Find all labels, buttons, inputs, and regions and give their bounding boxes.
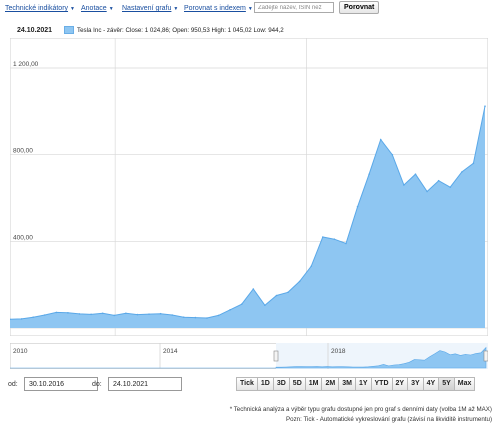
data-point bbox=[264, 304, 266, 307]
data-point bbox=[171, 314, 173, 316]
data-point bbox=[414, 173, 417, 175]
navigator-area bbox=[10, 346, 487, 369]
data-point bbox=[194, 316, 197, 319]
navigator-year-label: 2010 bbox=[13, 348, 28, 355]
data-point bbox=[333, 238, 336, 240]
y-tick-label: 800,00 bbox=[13, 148, 33, 155]
price-area bbox=[10, 106, 485, 328]
data-point bbox=[322, 236, 324, 238]
data-point bbox=[240, 303, 243, 305]
chevron-down-icon: ▼ bbox=[247, 6, 253, 12]
footnote-tick: Pozn: Tick - Automatické vykreslování gr… bbox=[286, 416, 492, 423]
chevron-down-icon: ▼ bbox=[70, 6, 75, 12]
chevron-down-icon: ▼ bbox=[108, 6, 114, 12]
range-button-1m[interactable]: 1M bbox=[304, 377, 323, 391]
data-point bbox=[78, 313, 81, 315]
range-button-5d[interactable]: 5D bbox=[288, 377, 306, 391]
from-label: od: bbox=[8, 381, 18, 388]
to-date-input[interactable] bbox=[108, 377, 182, 391]
data-point bbox=[379, 138, 382, 141]
data-point bbox=[287, 291, 289, 294]
data-point bbox=[206, 317, 208, 319]
data-point bbox=[159, 312, 162, 315]
data-point bbox=[275, 294, 278, 297]
data-point bbox=[101, 312, 104, 315]
data-point bbox=[298, 280, 301, 283]
data-point bbox=[148, 313, 150, 315]
data-point bbox=[229, 309, 231, 311]
compare-index-menu[interactable]: Porovnat s indexem ▼ bbox=[184, 5, 253, 12]
data-point bbox=[182, 316, 185, 318]
navigator-year-label: 2018 bbox=[331, 348, 346, 355]
navigator-chart[interactable]: 2010 2014 2018 bbox=[10, 343, 488, 369]
chart-settings-menu[interactable]: Nastavení grafu ▼ bbox=[122, 5, 179, 12]
navigator-year-label: 2014 bbox=[163, 348, 178, 355]
range-button-2y[interactable]: 2Y bbox=[391, 377, 409, 391]
chart-toolbar: Technické indikátory ▼ Anotace ▼ Nastavení… bbox=[0, 0, 500, 18]
range-button-1d[interactable]: 1D bbox=[256, 377, 274, 391]
legend-label: Tesla Inc - závěr: Close: 1 024,86; Open… bbox=[77, 27, 284, 34]
data-point bbox=[136, 313, 139, 316]
data-point bbox=[252, 288, 255, 290]
data-point bbox=[32, 316, 34, 318]
data-point bbox=[20, 318, 23, 320]
data-point bbox=[484, 105, 486, 107]
navigator-handle bbox=[273, 350, 279, 362]
data-point bbox=[345, 242, 347, 245]
range-button-3m[interactable]: 3M bbox=[338, 377, 356, 391]
range-button-ytd[interactable]: YTD bbox=[370, 377, 393, 391]
data-point bbox=[67, 312, 69, 314]
compare-button[interactable]: Porovnat bbox=[339, 1, 380, 14]
data-point bbox=[437, 179, 440, 182]
data-point bbox=[461, 171, 463, 173]
range-button-2m[interactable]: 2M bbox=[321, 377, 340, 391]
range-button-3d[interactable]: 3D bbox=[272, 377, 290, 391]
data-point bbox=[391, 153, 394, 156]
range-selector: Tick 1D 3D 5D 1M 2M 3M 1Y YTD 2Y 3Y 4Y 5Y Max bbox=[236, 377, 476, 391]
chevron-down-icon: ▼ bbox=[173, 6, 179, 12]
data-point bbox=[90, 313, 92, 316]
y-tick-label: 400,00 bbox=[13, 234, 33, 241]
data-point bbox=[368, 173, 370, 175]
to-label: do: bbox=[92, 381, 102, 388]
range-button-5y[interactable]: 5Y bbox=[438, 377, 455, 391]
data-point bbox=[310, 265, 313, 268]
range-button-4y[interactable]: 4Y bbox=[422, 377, 440, 391]
technical-indicators-menu[interactable]: Technické indikátory ▼ bbox=[5, 5, 75, 12]
price-line bbox=[10, 106, 486, 320]
data-point bbox=[125, 312, 127, 315]
data-point bbox=[403, 184, 405, 186]
range-button-1y[interactable]: 1Y bbox=[354, 377, 372, 391]
range-button-max[interactable]: Max bbox=[453, 377, 476, 391]
data-point bbox=[426, 190, 428, 193]
from-date-input[interactable] bbox=[24, 377, 98, 391]
annotations-menu[interactable]: Anotace ▼ bbox=[81, 5, 114, 12]
range-button-3y[interactable]: 3Y bbox=[407, 377, 424, 391]
range-button-tick[interactable]: Tick bbox=[236, 377, 258, 391]
data-point bbox=[356, 205, 359, 208]
chart-date: 24.10.2021 bbox=[17, 27, 53, 34]
footnote-technical-analysis: * Technická analýza a výběr typu grafu d… bbox=[229, 406, 492, 413]
navigator-handle bbox=[483, 350, 488, 362]
y-tick-label: 1 200,00 bbox=[13, 61, 39, 68]
legend-swatch bbox=[64, 26, 74, 34]
data-point bbox=[43, 314, 46, 316]
data-point bbox=[449, 186, 452, 188]
data-point bbox=[472, 162, 475, 165]
data-point bbox=[10, 318, 11, 321]
compare-search-input[interactable] bbox=[254, 2, 334, 13]
data-point bbox=[55, 311, 58, 314]
data-point bbox=[113, 314, 116, 317]
data-point bbox=[217, 314, 220, 317]
